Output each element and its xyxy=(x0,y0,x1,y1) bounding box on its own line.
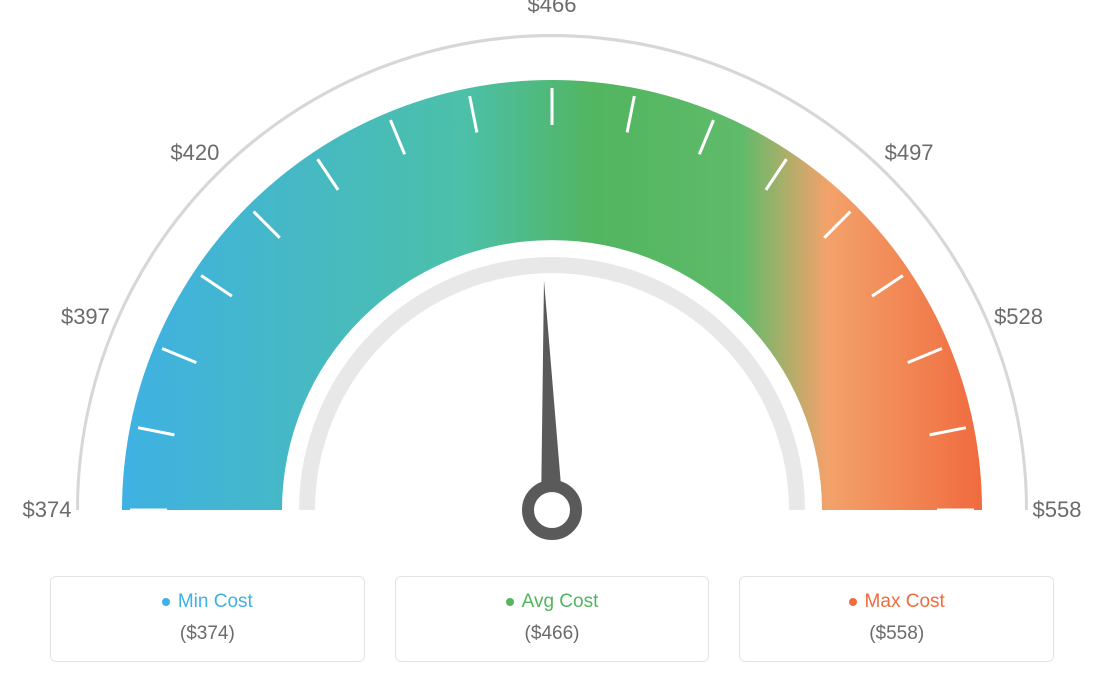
gauge-scale-label: $558 xyxy=(1033,497,1082,523)
legend-label-max: Max Cost xyxy=(865,591,945,613)
gauge-scale-label: $397 xyxy=(61,304,110,330)
legend-card-min: Min Cost ($374) xyxy=(50,576,365,662)
legend-value-avg: ($466) xyxy=(414,623,691,645)
legend-card-max: Max Cost ($558) xyxy=(739,576,1054,662)
legend-label-avg: Avg Cost xyxy=(522,591,599,613)
gauge-scale-label: $466 xyxy=(528,0,577,18)
legend-title-min: Min Cost xyxy=(162,591,253,613)
gauge-scale-label: $420 xyxy=(170,140,219,166)
legend-title-max: Max Cost xyxy=(849,591,945,613)
gauge-area: $374 $397 $420 $466 $497 $528 $558 xyxy=(0,0,1104,560)
legend-card-avg: Avg Cost ($466) xyxy=(395,576,710,662)
legend-row: Min Cost ($374) Avg Cost ($466) Max Cost… xyxy=(50,576,1054,662)
dot-icon xyxy=(506,598,514,606)
gauge-scale-label: $497 xyxy=(885,140,934,166)
legend-label-min: Min Cost xyxy=(178,591,253,613)
legend-title-avg: Avg Cost xyxy=(506,591,599,613)
dot-icon xyxy=(162,598,170,606)
legend-value-min: ($374) xyxy=(69,623,346,645)
cost-gauge-widget: $374 $397 $420 $466 $497 $528 $558 Min Cost ($… xyxy=(0,0,1104,690)
gauge-scale-label: $374 xyxy=(23,497,72,523)
gauge-svg xyxy=(0,0,1104,560)
gauge-scale-label: $528 xyxy=(994,304,1043,330)
dot-icon xyxy=(849,598,857,606)
legend-value-max: ($558) xyxy=(758,623,1035,645)
